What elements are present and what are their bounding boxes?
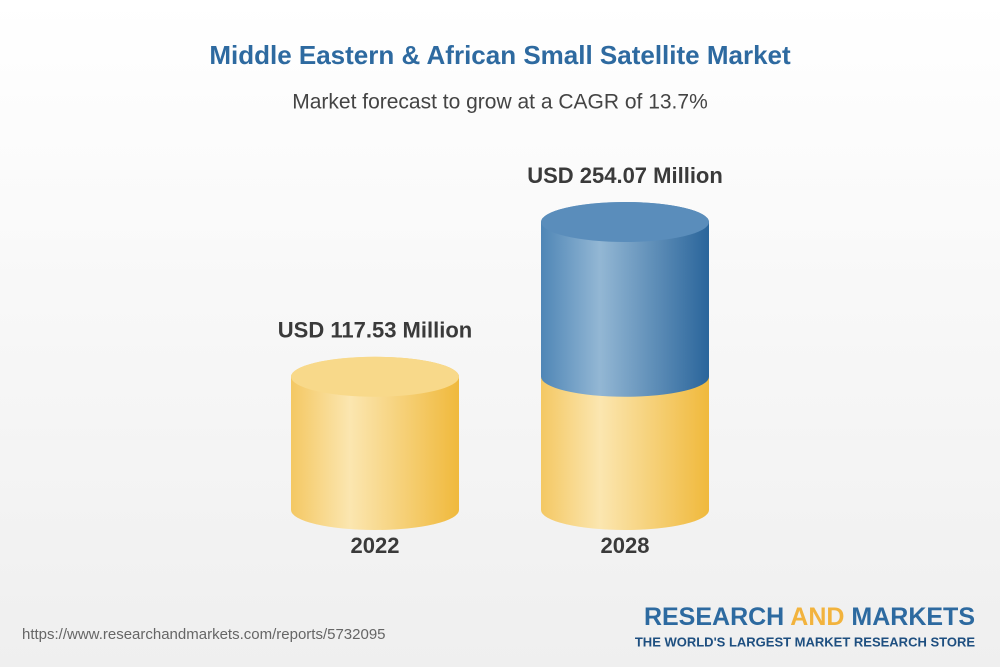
data-label: USD 117.53 Million bbox=[278, 318, 472, 343]
bar bbox=[541, 202, 709, 397]
data-label: USD 254.07 Million bbox=[527, 163, 723, 188]
brand: RESEARCH AND MARKETS bbox=[644, 603, 975, 631]
brand-part: MARKETS bbox=[851, 603, 975, 631]
bar bbox=[291, 356, 459, 530]
chart-subtitle: Market forecast to grow at a CAGR of 13.… bbox=[292, 91, 708, 114]
chart-title: Middle Eastern & African Small Satellite… bbox=[209, 40, 791, 70]
bar-top bbox=[291, 356, 459, 397]
bar-base-segment bbox=[541, 356, 709, 530]
bar-top bbox=[541, 202, 709, 242]
brand-part: RESEARCH bbox=[644, 603, 784, 631]
x-tick-label: 2028 bbox=[601, 533, 650, 558]
brand-part: AND bbox=[790, 603, 844, 631]
source-url: https://www.researchandmarkets.com/repor… bbox=[22, 626, 386, 643]
x-tick-label: 2022 bbox=[351, 533, 400, 558]
brand-tagline: THE WORLD'S LARGEST MARKET RESEARCH STOR… bbox=[635, 634, 975, 649]
